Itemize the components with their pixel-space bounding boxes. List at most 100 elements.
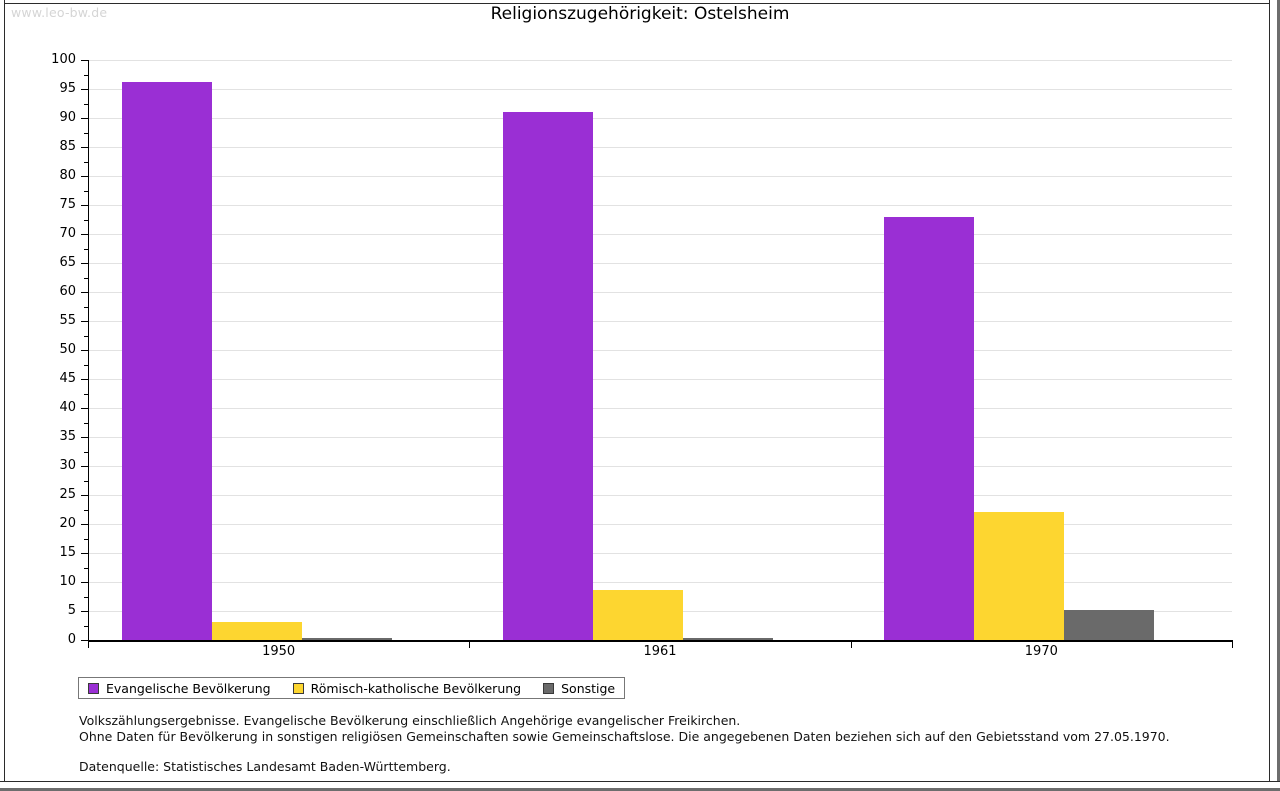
x-tick-label-1950: 1950	[262, 644, 296, 659]
y-tick-label: 20	[59, 516, 76, 531]
bar-1950-katholisch[interactable]	[211, 622, 302, 640]
page-border-bottom	[0, 781, 1280, 791]
x-tick-label-1970: 1970	[1024, 644, 1058, 659]
gridline	[88, 292, 1232, 293]
y-tick-label: 100	[51, 52, 76, 67]
y-axis-line	[88, 60, 89, 641]
y-tick-minor	[84, 451, 88, 453]
bar-1961-sonstige[interactable]	[683, 637, 773, 640]
bar-1970-sonstige[interactable]	[1064, 609, 1155, 640]
y-tick-mark	[81, 379, 88, 380]
y-tick-label: 5	[67, 603, 76, 618]
y-tick-minor	[84, 422, 88, 424]
y-tick-mark	[81, 350, 88, 351]
legend-item-0[interactable]: Evangelische Bevölkerung	[88, 681, 271, 696]
gridline	[88, 176, 1232, 177]
y-tick-minor	[84, 306, 88, 308]
y-tick-mark	[81, 611, 88, 612]
y-tick-label: 90	[59, 110, 76, 125]
y-tick-label: 50	[59, 342, 76, 357]
y-tick-label: 85	[59, 139, 76, 154]
y-tick-minor	[84, 538, 88, 540]
y-tick-label: 10	[59, 574, 76, 589]
y-tick-mark	[81, 408, 88, 409]
gridline	[88, 524, 1232, 525]
gridline	[88, 89, 1232, 90]
footnote-0: Volkszählungsergebnisse. Evangelische Be…	[79, 713, 741, 728]
y-tick-minor	[84, 248, 88, 250]
bar-1950-evangelisch[interactable]	[121, 82, 212, 640]
y-tick-minor	[84, 596, 88, 598]
purple-swatch	[88, 682, 99, 694]
y-tick-mark	[81, 321, 88, 322]
y-tick-minor	[84, 625, 88, 627]
y-tick-mark	[81, 147, 88, 148]
page-border-top	[0, 0, 1280, 4]
y-tick-mark	[81, 292, 88, 293]
legend-item-1[interactable]: Römisch-katholische Bevölkerung	[292, 680, 522, 696]
gridline	[88, 582, 1232, 583]
y-tick-label: 60	[59, 284, 76, 299]
y-tick-label: 70	[59, 226, 76, 241]
footnote-2: Datenquelle: Statistisches Landesamt Bad…	[79, 759, 451, 774]
footnote-block: Volkszählungsergebnisse. Evangelische Be…	[79, 713, 1209, 775]
gridline	[88, 263, 1232, 264]
gridline	[88, 147, 1232, 148]
y-tick-minor	[84, 364, 88, 366]
x-tick-mark	[1232, 642, 1233, 648]
gridline	[88, 118, 1232, 119]
chart-legend: Evangelische Bevölkerung Römisch-katholis…	[78, 677, 626, 699]
y-tick-label: 55	[59, 313, 76, 328]
y-tick-minor	[84, 190, 88, 192]
y-tick-minor	[84, 480, 88, 482]
page-border-left	[0, 0, 5, 791]
y-tick-label: 0	[67, 632, 76, 647]
y-tick-label: 75	[59, 197, 76, 212]
y-tick-minor	[84, 74, 88, 76]
y-tick-mark	[81, 234, 88, 235]
bar-1961-evangelisch[interactable]	[503, 112, 593, 640]
page-title: Religionszugehörigkeit: Ostelsheim	[490, 4, 790, 24]
legend-item-2[interactable]: Sonstige	[543, 681, 615, 696]
y-tick-mark	[81, 640, 88, 641]
y-tick-minor	[84, 393, 88, 395]
x-tick-label-1961: 1961	[643, 644, 677, 659]
gridline	[88, 553, 1232, 554]
x-tick-mark	[88, 642, 89, 648]
y-tick-mark	[81, 89, 88, 90]
y-tick-label: 45	[59, 371, 76, 386]
x-tick-mark	[850, 642, 852, 648]
y-tick-minor	[84, 335, 88, 337]
gridline	[88, 234, 1232, 235]
gridline	[88, 437, 1232, 438]
y-tick-minor	[84, 161, 88, 163]
y-tick-mark	[81, 495, 88, 496]
page-border-right	[1269, 0, 1280, 791]
bar-1961-katholisch[interactable]	[593, 589, 683, 640]
legend-label: Römisch-katholische Bevölkerung	[310, 680, 522, 696]
gray-swatch	[543, 682, 555, 694]
y-tick-label: 15	[59, 545, 76, 560]
bar-1950-sonstige[interactable]	[301, 637, 392, 640]
x-axis-line	[88, 640, 1233, 642]
y-tick-mark	[81, 553, 88, 554]
gridline	[88, 495, 1232, 496]
y-tick-mark	[81, 263, 88, 264]
y-tick-label: 80	[59, 168, 76, 183]
gridline	[88, 321, 1232, 322]
plot-area	[88, 60, 1232, 640]
y-tick-label: 95	[59, 81, 76, 96]
gridline	[88, 350, 1232, 351]
y-tick-mark	[81, 524, 88, 525]
y-tick-label: 65	[59, 255, 76, 270]
gridline	[88, 379, 1232, 380]
y-tick-mark	[81, 466, 88, 467]
y-tick-minor	[84, 277, 88, 279]
bar-1970-evangelisch[interactable]	[884, 216, 975, 640]
bar-1970-katholisch[interactable]	[974, 512, 1065, 640]
gridline	[88, 408, 1232, 409]
legend-label: Evangelische Bevölkerung	[106, 680, 271, 696]
y-tick-mark	[81, 118, 88, 119]
y-tick-minor	[84, 509, 88, 511]
